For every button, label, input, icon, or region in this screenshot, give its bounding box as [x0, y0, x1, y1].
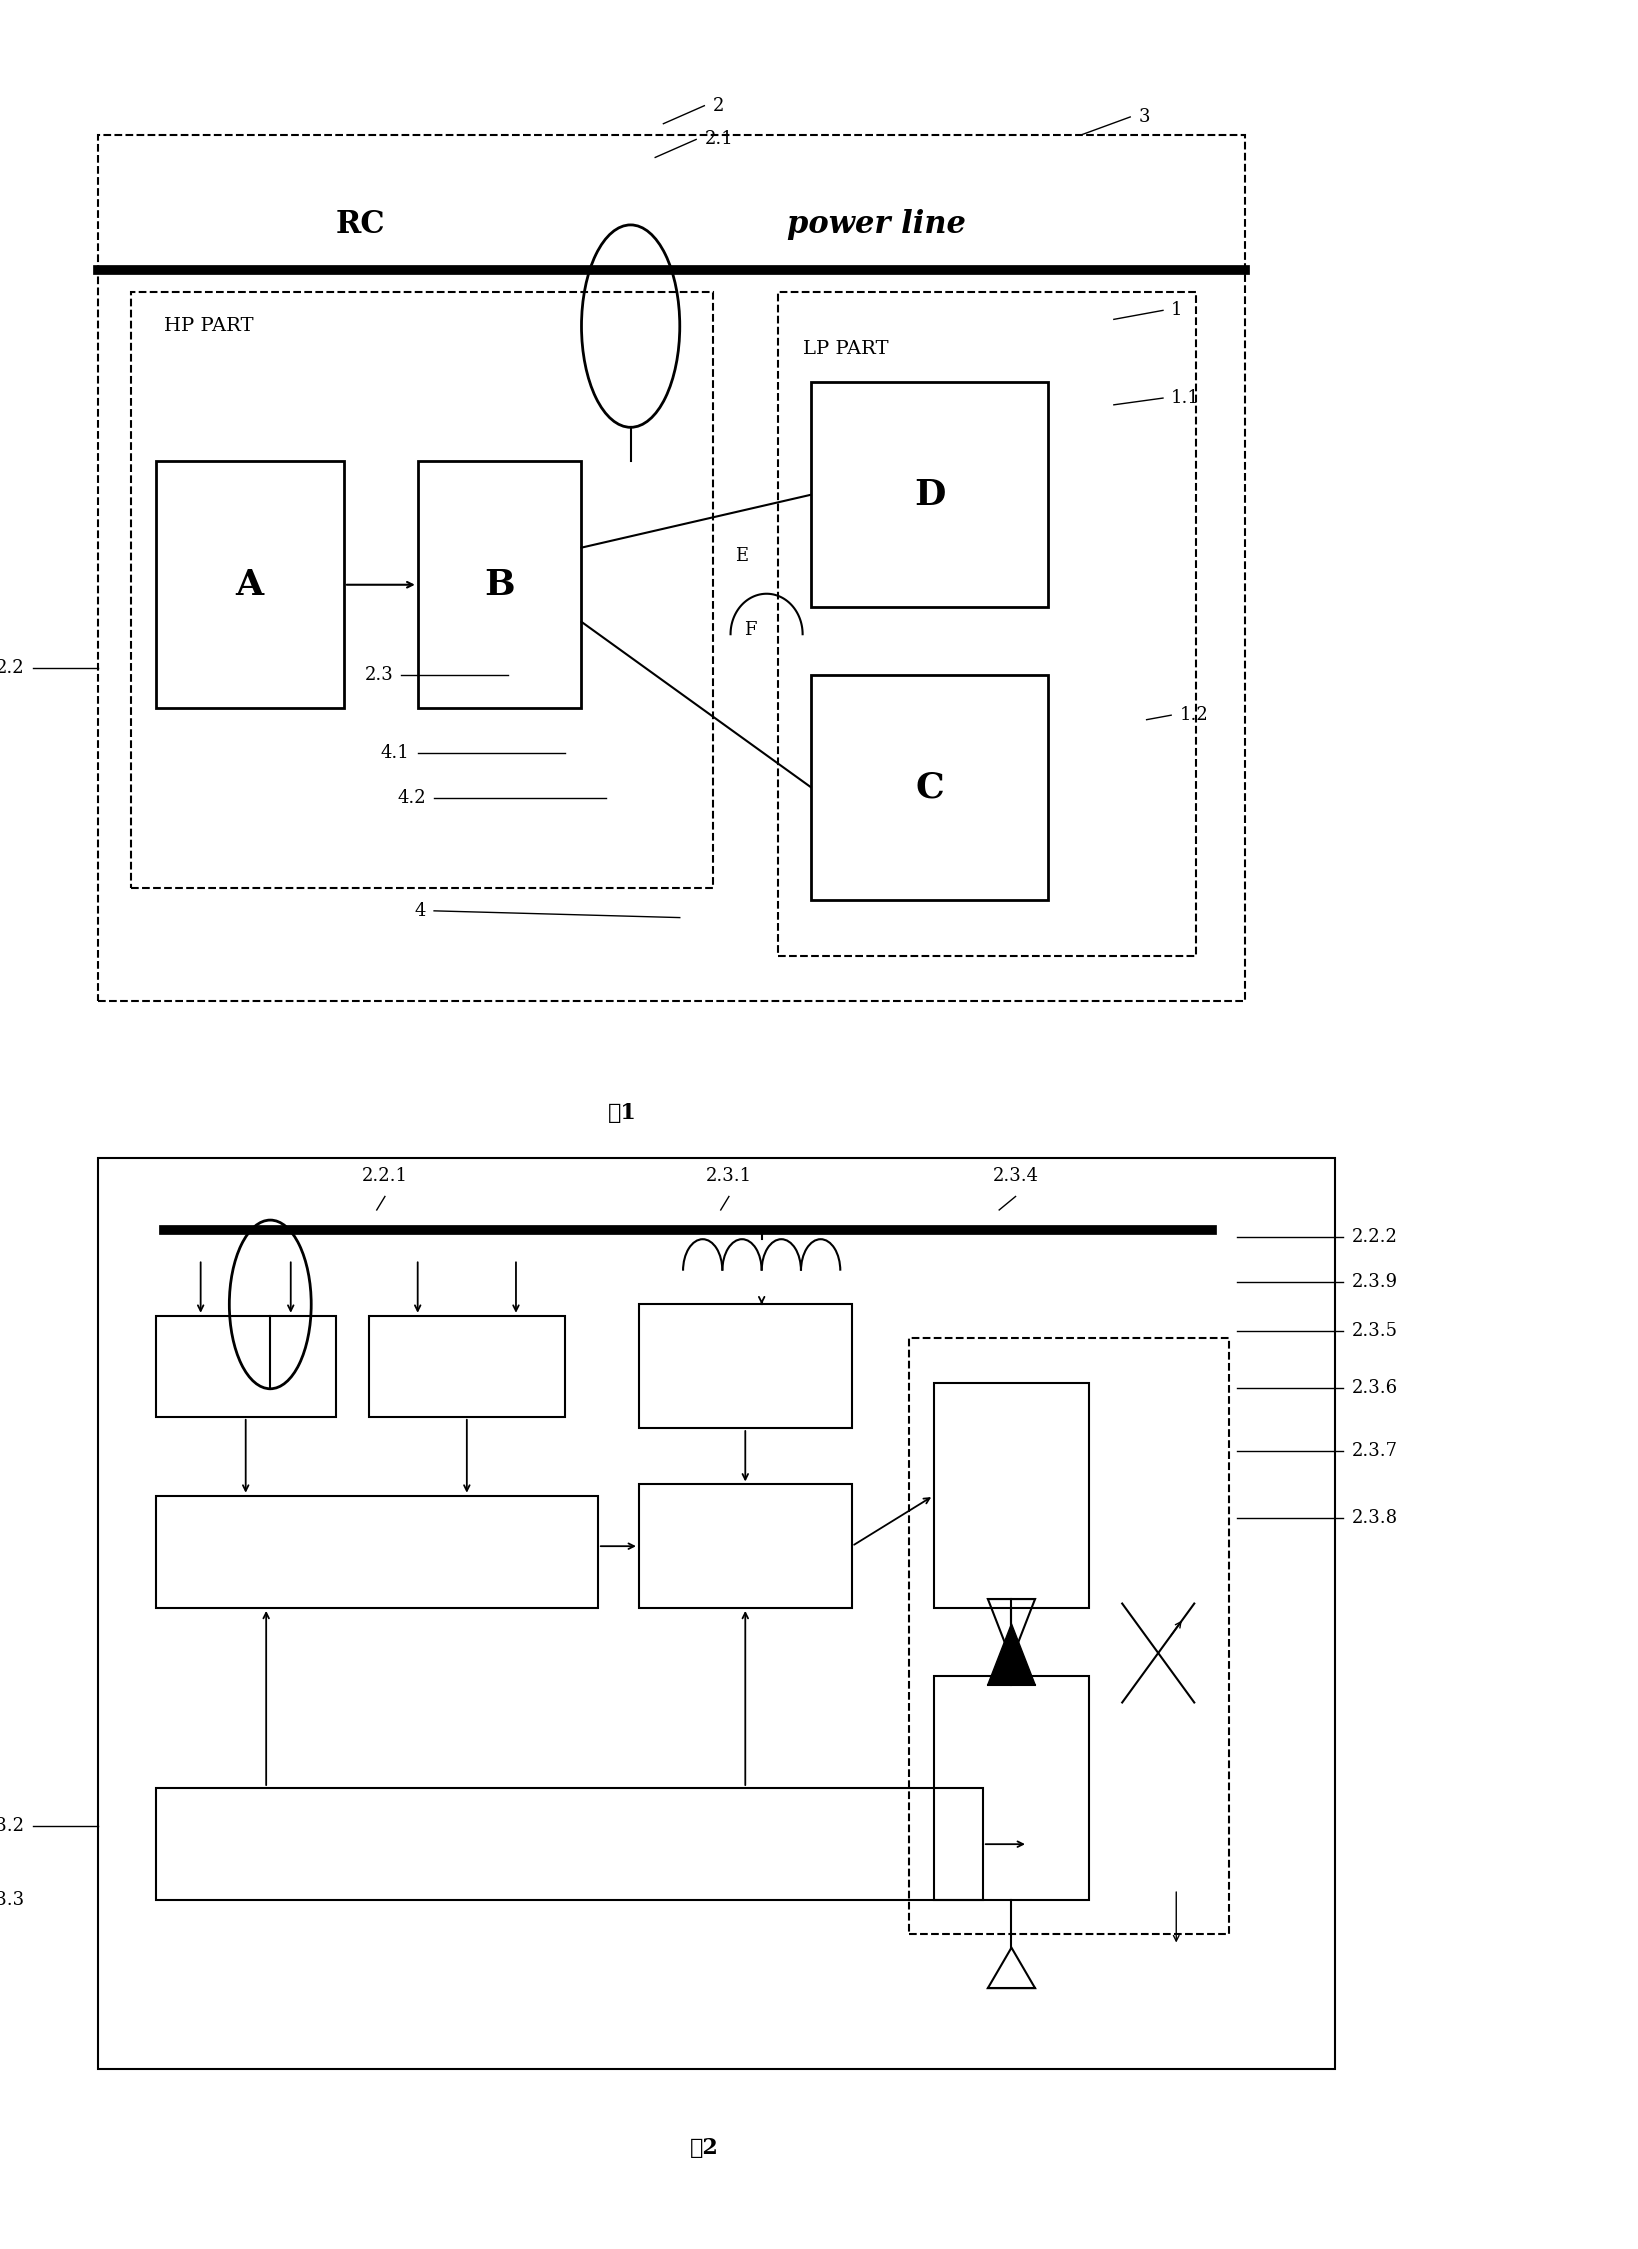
Text: 2.1: 2.1	[704, 130, 734, 148]
Text: 1.1: 1.1	[1171, 389, 1201, 407]
Text: 2.3.6: 2.3.6	[1351, 1379, 1397, 1397]
Text: 图2: 图2	[690, 2137, 719, 2159]
Text: 1.2: 1.2	[1179, 706, 1209, 724]
Text: F: F	[744, 621, 757, 639]
Text: 2.3.3: 2.3.3	[0, 1891, 25, 1909]
Text: 3: 3	[1138, 108, 1150, 126]
Text: A: A	[236, 567, 264, 603]
Text: 2: 2	[713, 97, 724, 115]
Text: E: E	[735, 547, 749, 564]
Text: 2.3.7: 2.3.7	[1351, 1442, 1397, 1460]
Text: B: B	[485, 567, 514, 603]
Text: RC: RC	[336, 209, 385, 241]
Text: 4.2: 4.2	[398, 789, 426, 807]
Text: 2.3: 2.3	[364, 666, 393, 684]
Text: D: D	[914, 477, 945, 513]
Text: 图1: 图1	[608, 1102, 637, 1124]
Text: C: C	[916, 769, 943, 805]
Text: 2.3.1: 2.3.1	[706, 1167, 752, 1185]
Text: 2.3.8: 2.3.8	[1351, 1509, 1397, 1527]
Text: 2.2.2: 2.2.2	[1351, 1228, 1397, 1246]
Text: 2.2.1: 2.2.1	[362, 1167, 408, 1185]
Text: LP PART: LP PART	[803, 340, 888, 358]
Text: 4: 4	[414, 902, 426, 920]
Text: 2.2: 2.2	[0, 659, 25, 677]
Text: 2.3.5: 2.3.5	[1351, 1322, 1397, 1340]
Text: 2.3.4: 2.3.4	[993, 1167, 1038, 1185]
Text: 1: 1	[1171, 301, 1183, 319]
Text: 4.1: 4.1	[380, 744, 410, 762]
Polygon shape	[988, 1624, 1035, 1685]
Text: 2.3.9: 2.3.9	[1351, 1273, 1397, 1291]
Text: 2.3.2: 2.3.2	[0, 1817, 25, 1835]
Text: power line: power line	[786, 209, 966, 241]
Text: HP PART: HP PART	[164, 317, 254, 335]
